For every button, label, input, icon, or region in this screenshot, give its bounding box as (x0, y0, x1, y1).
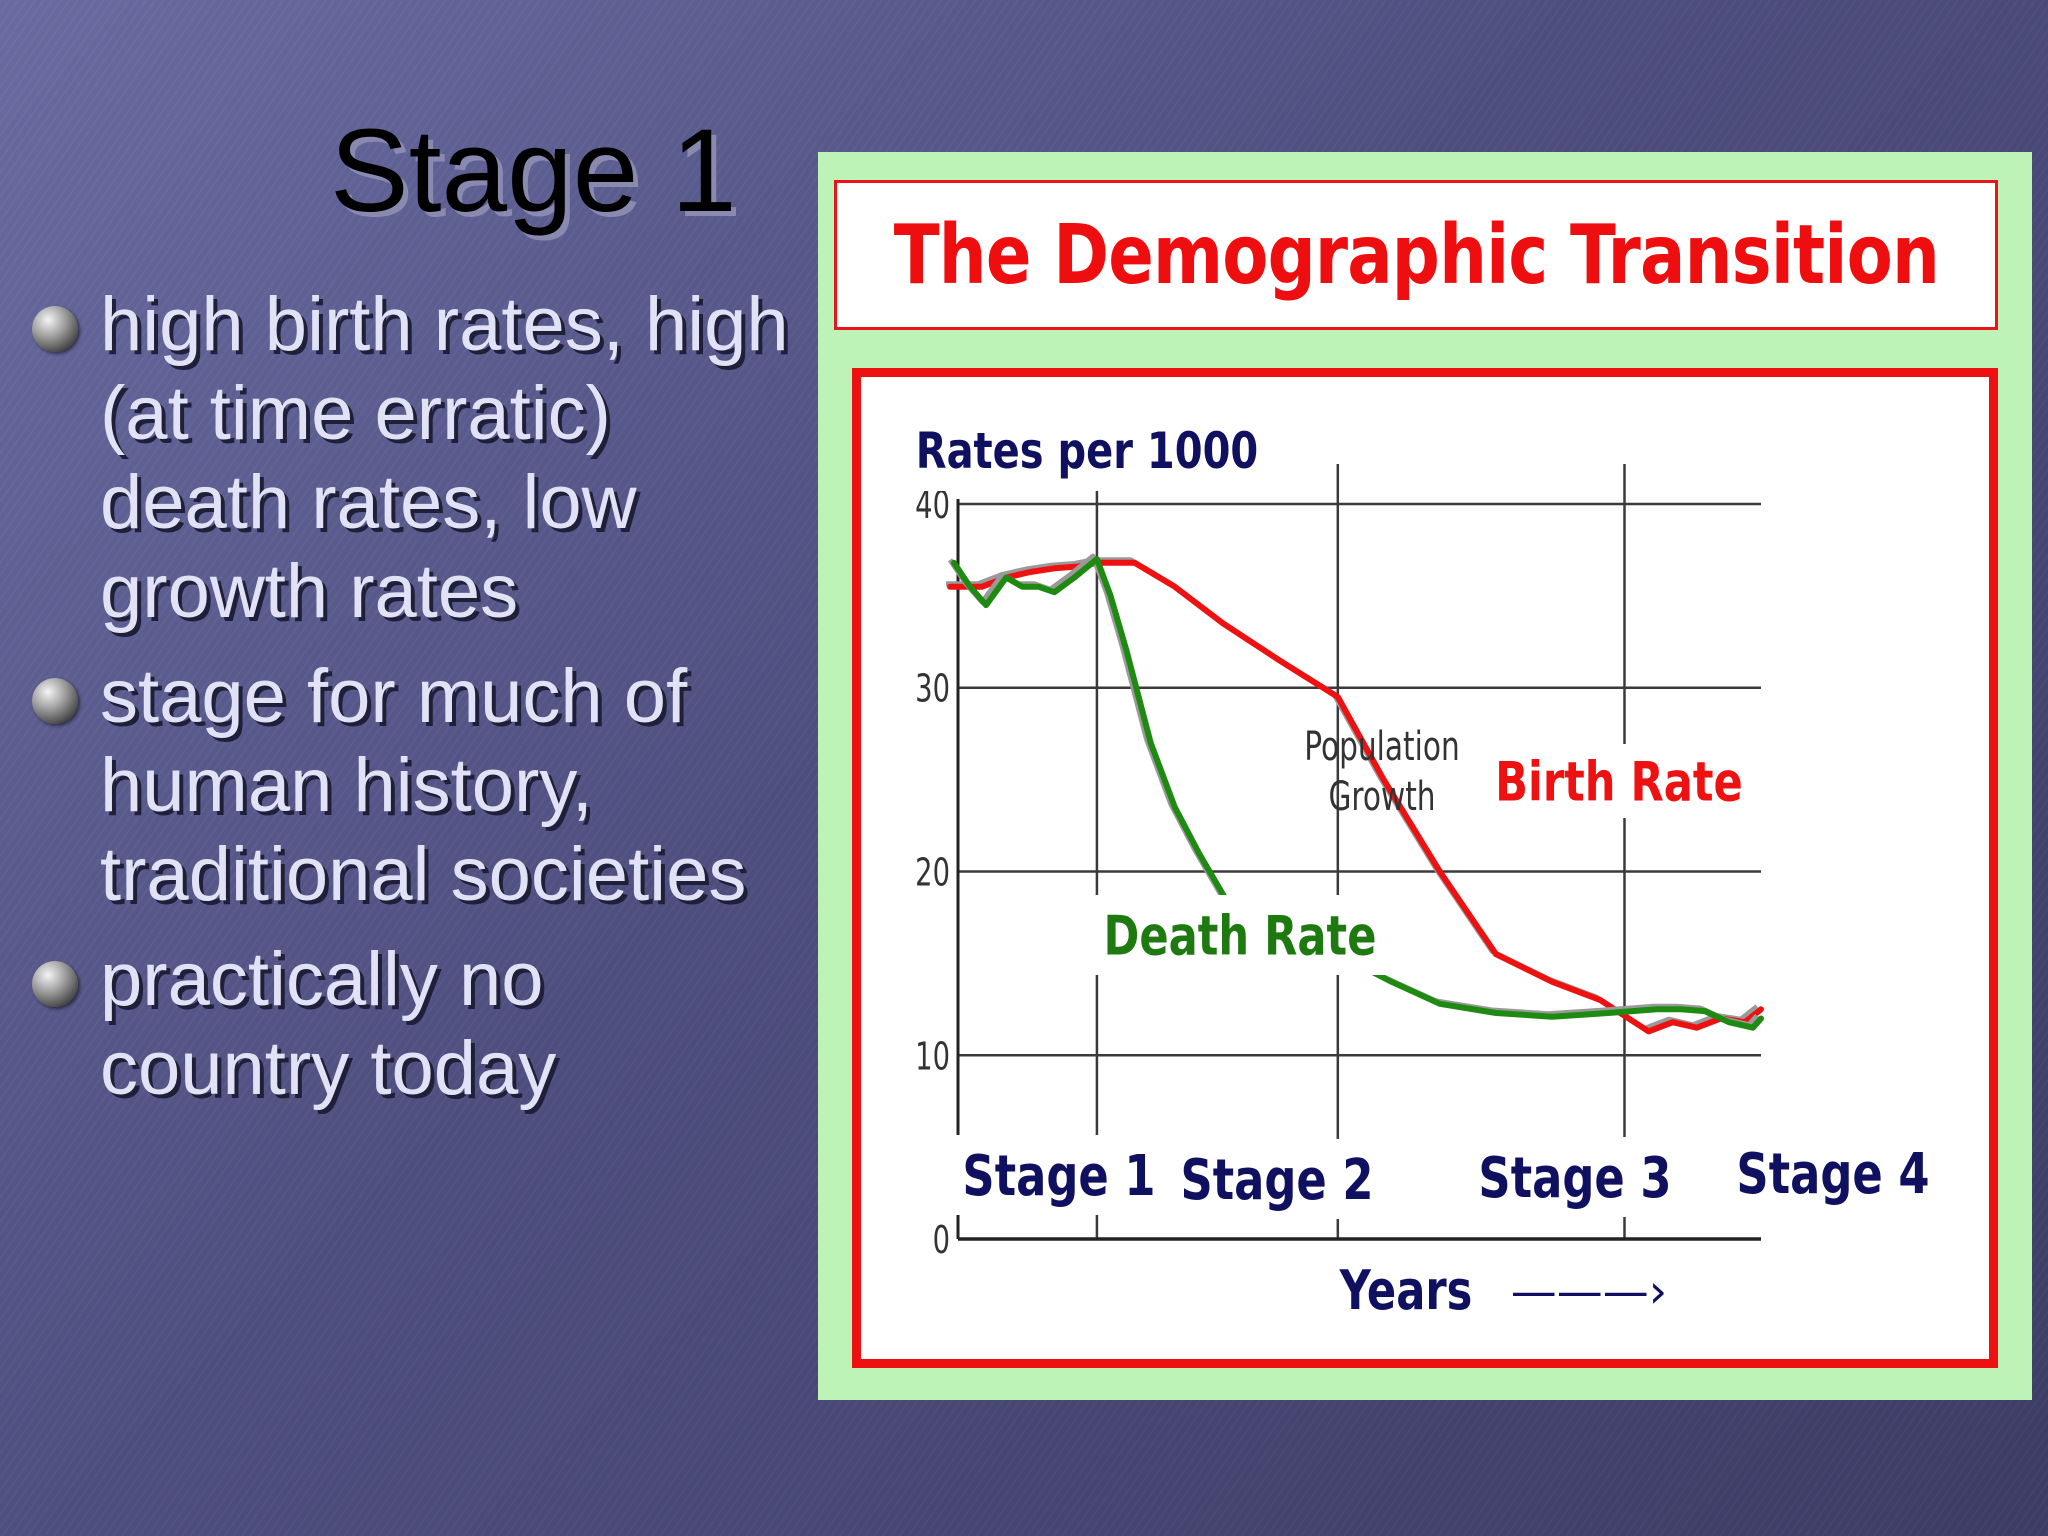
stage-label-4-group: Stage 4 (1723, 1133, 1943, 1213)
death-rate-label-group: Death Rate (1091, 895, 1389, 975)
stage-label-3-box (1465, 1137, 1685, 1217)
bullet-text: practically no country today (100, 937, 557, 1111)
x-axis-title-group: Years ———› (1246, 1253, 1724, 1335)
x-axis-title: Years (1339, 1259, 1473, 1322)
y-tick-label-10: 10 (915, 1034, 950, 1079)
stage-label-1: Stage 1 (962, 1143, 1155, 1208)
birth-rate-label-group: Birth Rate (1470, 744, 1768, 818)
stage-label-2: Stage 2 (1180, 1147, 1373, 1212)
birth-rate-label: Birth Rate (1495, 751, 1743, 814)
birth-rate-line (947, 559, 1764, 1035)
bullet-item: practically no country today (28, 935, 808, 1113)
plot-box: 0 10 20 30 40 Rates per 1000 Birth Rate Death R… (852, 368, 1998, 1368)
sphere-bullet-icon (32, 961, 78, 1007)
bullet-text: high birth rates, high (at time erratic)… (100, 282, 789, 634)
annotation-population-growth: Population Growth (1304, 724, 1459, 821)
chart-frame: The Demographic Transition 0 10 20 30 40 Rate… (818, 152, 2032, 1400)
x-axis-arrow: ———› (1511, 1264, 1667, 1318)
y-tick-label-20: 20 (915, 850, 950, 895)
sphere-bullet-icon (32, 306, 78, 352)
y-axis-title-box (889, 409, 1285, 491)
bullet-item: stage for much of human history, traditi… (28, 652, 808, 919)
bullet-list: high birth rates, high (at time erratic)… (28, 280, 808, 1129)
y-tick-label-0: 0 (933, 1217, 950, 1262)
x-axis-title-box (1246, 1253, 1724, 1335)
bullet-text: stage for much of human history, traditi… (100, 654, 747, 917)
stage-label-1-box (949, 1135, 1169, 1215)
stage-label-2-box (1167, 1139, 1387, 1219)
stage-label-3: Stage 3 (1478, 1145, 1671, 1210)
stage-label-4: Stage 4 (1736, 1141, 1929, 1206)
y-axis-title-group: Rates per 1000 (889, 409, 1285, 491)
chart-title-box: The Demographic Transition (834, 180, 1998, 330)
birth-rate-label-box (1470, 744, 1768, 818)
stage-label-4-box (1723, 1133, 1943, 1213)
stage-label-2-group: Stage 2 (1167, 1139, 1387, 1219)
sphere-bullet-icon (32, 678, 78, 724)
chart-title: The Demographic Transition (893, 207, 1939, 303)
y-tick-label-30: 30 (915, 666, 950, 711)
stage-label-3-group: Stage 3 (1465, 1137, 1685, 1217)
stage-label-1-group: Stage 1 (949, 1135, 1169, 1215)
death-rate-label-box (1091, 895, 1389, 975)
death-rate-line (951, 556, 1764, 1031)
y-axis-title: Rates per 1000 (916, 422, 1258, 481)
death-rate-label: Death Rate (1103, 905, 1376, 968)
bullet-item: high birth rates, high (at time erratic)… (28, 280, 808, 636)
slide-title: Stage 1 (330, 105, 737, 237)
